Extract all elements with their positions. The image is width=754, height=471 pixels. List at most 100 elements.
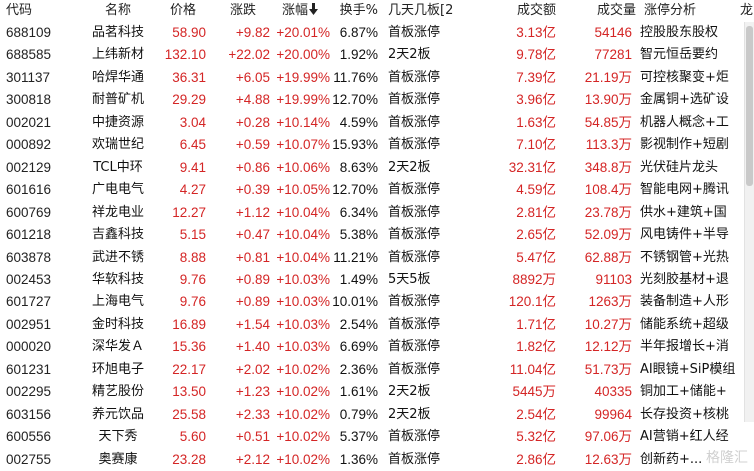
header-extra[interactable]: 龙 — [740, 3, 754, 18]
stock-days: 5天5板 — [388, 271, 431, 287]
stock-code: 688585 — [6, 47, 52, 63]
stock-pct: +10.05% — [276, 182, 330, 198]
stock-code: 002021 — [6, 114, 52, 130]
stock-days: 首板涨停 — [388, 137, 441, 153]
header-name[interactable]: 名称 — [104, 3, 131, 18]
table-row[interactable]: 002755 奥赛康 23.28 +2.12 +10.02% 1.36% 首板涨停 2.86亿… — [0, 449, 754, 471]
stock-volume: 13.90万 — [584, 92, 632, 108]
stock-days: 首板涨停 — [388, 204, 441, 220]
stock-change: +9.82 — [235, 25, 270, 40]
stock-turnover: 10.01% — [332, 294, 378, 310]
sort-descending-icon[interactable] — [309, 1, 318, 22]
table-row[interactable]: 601218 吉鑫科技 5.15 +0.47 +10.04% 5.38% 首板涨停 2.65亿… — [0, 224, 754, 246]
header-pct[interactable]: 涨幅 — [268, 0, 318, 22]
table-row[interactable]: 603878 武进不锈 8.88 +0.81 +10.04% 11.21% 首板涨停 5.47… — [0, 247, 754, 269]
table-row[interactable]: 301137 哈焊华通 36.31 +6.05 +19.99% 11.76% 首板涨停 7.3… — [0, 67, 754, 89]
stock-price: 23.28 — [172, 451, 206, 467]
stock-volume: 12.63万 — [584, 451, 632, 467]
table-row[interactable]: 688109 品茗科技 58.90 +9.82 +20.01% 6.87% 首板涨停 3.13… — [0, 22, 754, 44]
table-row[interactable]: 002129 TCL中环 9.41 +0.86 +10.06% 8.63% 2天2板 32.3… — [0, 157, 754, 179]
table-row[interactable]: 002021 中捷资源 3.04 +0.28 +10.14% 4.59% 首板涨停 1.63亿… — [0, 112, 754, 134]
stock-reason: 创新药+... — [640, 451, 703, 467]
stock-code: 000892 — [6, 137, 52, 153]
stock-turnover: 5.38% — [339, 227, 378, 243]
stock-reason: 供水+建筑+国 — [640, 204, 727, 220]
stock-code: 601616 — [6, 182, 52, 198]
scrollbar-thumb[interactable] — [746, 26, 753, 186]
stock-pct: +10.07% — [276, 137, 330, 153]
stock-change: +0.51 — [235, 429, 270, 445]
header-change[interactable]: 涨跌 — [229, 3, 256, 18]
header-amount[interactable]: 成交额 — [516, 3, 556, 18]
header-days[interactable]: 几天几板[2 — [388, 3, 454, 18]
stock-change: +2.02 — [235, 361, 270, 377]
stock-price: 5.60 — [179, 429, 206, 445]
stock-days: 首板涨停 — [388, 339, 441, 355]
table-row[interactable]: 601727 上海电气 9.76 +0.89 +10.03% 10.01% 首板涨停 120.… — [0, 291, 754, 313]
stock-change: +0.59 — [235, 137, 270, 153]
stock-change: +1.12 — [235, 204, 270, 220]
table-row[interactable]: 603156 养元饮品 25.58 +2.33 +10.02% 0.79% 2天2板 2.54… — [0, 404, 754, 426]
stock-amount: 9.78亿 — [516, 47, 556, 63]
stock-pct: +10.04% — [276, 249, 330, 265]
table-row[interactable]: 601616 广电电气 4.27 +0.39 +10.05% 12.70% 首板涨停 4.59… — [0, 179, 754, 201]
vertical-scrollbar[interactable] — [744, 22, 754, 422]
header-reason[interactable]: 涨停分析 — [644, 3, 697, 18]
stock-volume: 77281 — [594, 47, 632, 63]
stock-turnover: 1.49% — [339, 271, 378, 287]
table-row[interactable]: 000020 深华发Ａ 15.36 +1.40 +10.03% 6.69% 首板涨停 1.82… — [0, 336, 754, 358]
stock-volume: 348.8万 — [584, 159, 632, 175]
stock-volume: 108.4万 — [584, 182, 632, 198]
stock-amount: 2.81亿 — [516, 204, 556, 220]
table-row[interactable]: 000892 欢瑞世纪 6.45 +0.59 +10.07% 15.93% 首板涨停 7.10… — [0, 134, 754, 156]
table-row[interactable]: 688585 上纬新材 132.10 +22.02 +20.00% 1.92% 2天2板 9.… — [0, 44, 754, 66]
stock-reason: 不锈钢管+光热 — [640, 249, 729, 265]
table-row[interactable]: 002951 金时科技 16.89 +1.54 +10.03% 2.54% 首板涨停 1.71… — [0, 314, 754, 336]
stock-reason: 光伏硅片龙头 — [640, 159, 719, 175]
stock-turnover: 2.54% — [339, 316, 378, 332]
stock-name: 武进不锈 — [91, 249, 144, 265]
stock-reason: 半年报增长+消 — [640, 339, 729, 355]
table-row[interactable]: 002453 华软科技 9.76 +0.89 +10.03% 1.49% 5天5板 8892万… — [0, 269, 754, 291]
stock-pct: +10.04% — [276, 204, 330, 220]
stock-pct: +10.03% — [276, 339, 330, 355]
stock-pct: +20.01% — [276, 25, 330, 40]
header-code[interactable]: 代码 — [6, 3, 33, 18]
stock-turnover: 2.36% — [339, 361, 378, 377]
stock-price: 12.27 — [172, 204, 206, 220]
stock-volume: 51.73万 — [584, 361, 632, 377]
stock-days: 2天2板 — [388, 159, 431, 175]
table-row[interactable]: 300818 耐普矿机 29.29 +4.88 +19.99% 12.70% 首板涨停 3.9… — [0, 89, 754, 111]
stock-volume: 40335 — [594, 384, 632, 400]
table-row[interactable]: 601231 环旭电子 22.17 +2.02 +10.02% 2.36% 首板涨停 11.0… — [0, 359, 754, 381]
stock-reason: 光刻胶基材+退 — [640, 271, 729, 287]
stock-price: 9.76 — [179, 271, 206, 287]
stock-price: 13.50 — [172, 384, 206, 400]
stock-code: 600769 — [6, 204, 52, 220]
stock-volume: 62.88万 — [584, 249, 632, 265]
header-price[interactable]: 价格 — [169, 3, 196, 18]
table-row[interactable]: 600769 祥龙电业 12.27 +1.12 +10.04% 6.34% 首板涨停 2.81… — [0, 202, 754, 224]
stock-price: 6.45 — [179, 137, 206, 153]
stock-turnover: 12.70% — [332, 182, 378, 198]
stock-name: TCL中环 — [93, 159, 143, 175]
stock-volume: 1263万 — [588, 294, 632, 310]
stock-name: 上海电气 — [91, 294, 144, 310]
stock-change: +2.12 — [235, 451, 270, 467]
table-row[interactable]: 002295 精艺股份 13.50 +1.23 +10.02% 1.61% 2天2板 5445… — [0, 381, 754, 403]
stock-days: 首板涨停 — [388, 316, 441, 332]
stock-amount: 1.63亿 — [516, 114, 556, 130]
stock-turnover: 6.87% — [339, 25, 378, 40]
stock-turnover: 1.61% — [339, 384, 378, 400]
stock-amount: 7.10亿 — [516, 137, 556, 153]
stock-amount: 2.65亿 — [516, 227, 556, 243]
header-volume[interactable]: 成交量 — [596, 3, 636, 18]
stock-days: 首板涨停 — [388, 429, 441, 445]
stock-amount: 120.1亿 — [508, 294, 556, 310]
stock-pct: +10.03% — [276, 316, 330, 332]
stock-name: 耐普矿机 — [91, 92, 144, 108]
stock-pct: +10.03% — [276, 294, 330, 310]
stock-turnover: 0.79% — [339, 406, 378, 422]
table-row[interactable]: 600556 天下秀 5.60 +0.51 +10.02% 5.37% 首板涨停 5.32亿 9… — [0, 426, 754, 448]
header-turnover[interactable]: 换手% — [339, 3, 378, 18]
